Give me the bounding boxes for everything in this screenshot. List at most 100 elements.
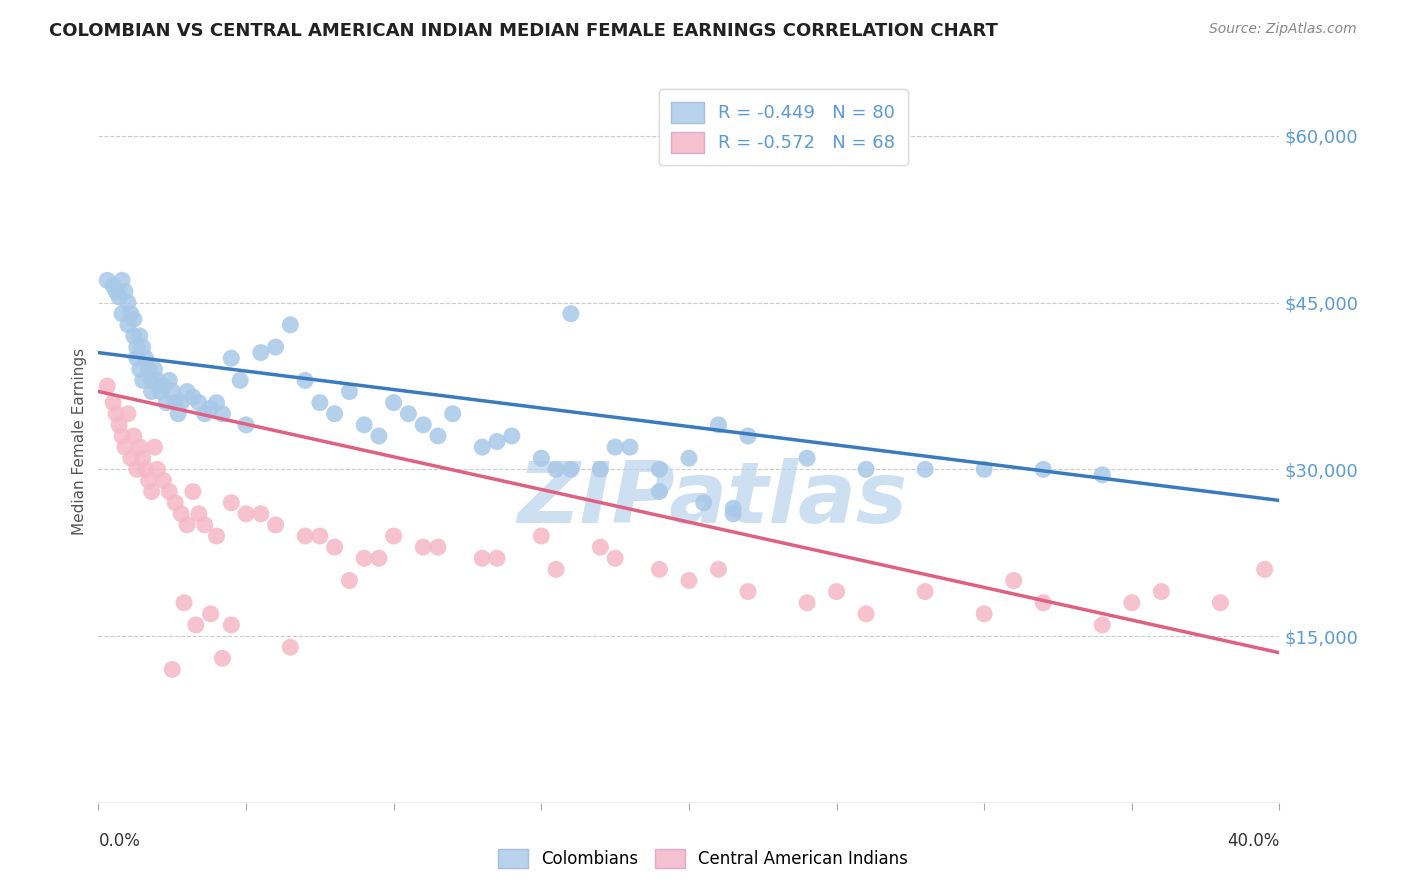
Point [200, 401, 222, 416]
Point [184, 618, 207, 632]
Point [825, 584, 848, 599]
Point [143, 362, 166, 376]
Point [412, 540, 434, 554]
Point [132, 373, 155, 387]
Legend: R = -0.449   N = 80, R = -0.572   N = 68: R = -0.449 N = 80, R = -0.572 N = 68 [659, 89, 908, 165]
Point [141, 373, 163, 387]
Point [117, 318, 139, 332]
Point [737, 584, 759, 599]
Point [294, 529, 316, 543]
Point [132, 340, 155, 354]
Point [187, 507, 209, 521]
Point [111, 273, 134, 287]
Point [678, 451, 700, 466]
Point [1254, 562, 1277, 576]
Point [605, 440, 627, 454]
Point [530, 451, 553, 466]
Point [162, 662, 183, 676]
Point [105, 407, 128, 421]
Point [155, 395, 177, 409]
Point [353, 417, 375, 432]
Point [486, 551, 509, 566]
Point [264, 340, 287, 354]
Point [589, 462, 612, 476]
Point [120, 451, 142, 466]
Point [382, 395, 405, 409]
Point [368, 551, 391, 566]
Point [737, 429, 759, 443]
Point [427, 540, 450, 554]
Point [693, 496, 716, 510]
Point [1121, 596, 1143, 610]
Point [138, 362, 160, 376]
Point [114, 440, 136, 454]
Text: COLOMBIAN VS CENTRAL AMERICAN INDIAN MEDIAN FEMALE EARNINGS CORRELATION CHART: COLOMBIAN VS CENTRAL AMERICAN INDIAN MED… [49, 22, 998, 40]
Point [309, 395, 332, 409]
Point [111, 429, 134, 443]
Point [382, 529, 405, 543]
Point [200, 607, 222, 621]
Point [152, 379, 174, 393]
Point [619, 440, 641, 454]
Point [221, 496, 243, 510]
Point [250, 507, 273, 521]
Point [264, 517, 287, 532]
Point [914, 462, 936, 476]
Point [211, 407, 233, 421]
Point [122, 329, 145, 343]
Point [309, 529, 332, 543]
Point [135, 462, 157, 476]
Point [96, 379, 118, 393]
Point [229, 373, 252, 387]
Point [280, 640, 302, 655]
Point [471, 440, 494, 454]
Point [486, 434, 509, 449]
Point [1091, 467, 1114, 482]
Point [1002, 574, 1025, 588]
Point [648, 484, 671, 499]
Point [235, 417, 257, 432]
Point [280, 318, 302, 332]
Point [546, 562, 568, 576]
Point [176, 384, 198, 399]
Point [143, 440, 166, 454]
Point [723, 501, 745, 516]
Point [323, 407, 346, 421]
Point [149, 384, 172, 399]
Point [128, 362, 150, 376]
Point [96, 273, 118, 287]
Point [1150, 584, 1173, 599]
Point [135, 351, 157, 366]
Point [111, 307, 134, 321]
Point [205, 529, 228, 543]
Point [125, 351, 148, 366]
Text: Source: ZipAtlas.com: Source: ZipAtlas.com [1209, 22, 1357, 37]
Point [181, 390, 204, 404]
Point [441, 407, 464, 421]
Point [108, 417, 131, 432]
Point [105, 285, 128, 299]
Point [132, 451, 155, 466]
Point [117, 295, 139, 310]
Point [353, 551, 375, 566]
Text: ZIPatlas: ZIPatlas [517, 458, 908, 541]
Point [141, 384, 163, 399]
Point [723, 507, 745, 521]
Y-axis label: Median Female Earnings: Median Female Earnings [72, 348, 87, 535]
Point [412, 417, 434, 432]
Point [648, 462, 671, 476]
Point [181, 484, 204, 499]
Point [339, 384, 361, 399]
Point [221, 618, 243, 632]
Point [170, 507, 193, 521]
Point [108, 290, 131, 304]
Point [250, 345, 273, 359]
Point [221, 351, 243, 366]
Text: 0.0%: 0.0% [98, 831, 141, 850]
Point [560, 462, 582, 476]
Point [1032, 462, 1054, 476]
Point [141, 484, 163, 499]
Point [205, 395, 228, 409]
Point [122, 312, 145, 326]
Point [589, 540, 612, 554]
